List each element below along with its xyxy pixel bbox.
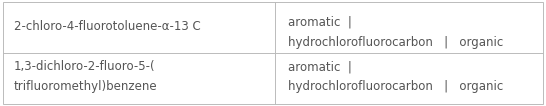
Text: trifluoromethyl)benzene: trifluoromethyl)benzene	[14, 80, 157, 93]
Text: hydrochlorofluorocarbon   |   organic: hydrochlorofluorocarbon | organic	[288, 80, 503, 93]
Text: hydrochlorofluorocarbon   |   organic: hydrochlorofluorocarbon | organic	[288, 36, 503, 49]
Text: aromatic  |: aromatic |	[288, 60, 352, 73]
Text: 1,3-dichloro-2-fluoro-5-(: 1,3-dichloro-2-fluoro-5-(	[14, 60, 155, 73]
Text: 2-chloro-4-fluorotoluene-α-13 C: 2-chloro-4-fluorotoluene-α-13 C	[14, 20, 200, 33]
Text: aromatic  |: aromatic |	[288, 16, 352, 29]
